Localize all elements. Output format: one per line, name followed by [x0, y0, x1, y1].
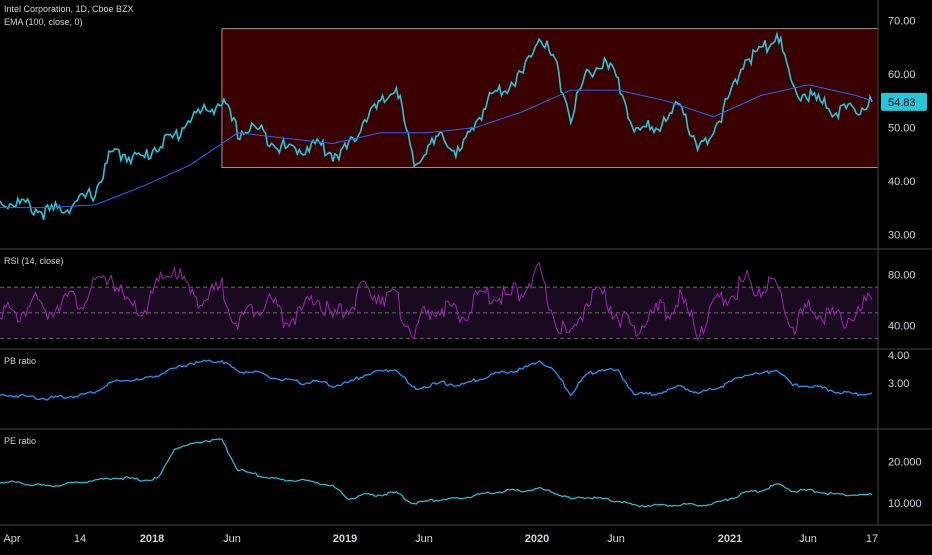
rsi-legend: RSI (14, close)	[4, 256, 64, 266]
pb-line	[0, 359, 873, 401]
pe-line	[0, 438, 873, 508]
price-y-tick-0: 30.00	[888, 229, 916, 241]
range-box	[221, 28, 879, 168]
price-pane[interactable]: 54.83	[0, 28, 927, 221]
rsi-pane[interactable]	[0, 261, 878, 342]
x-tick-10: 17	[866, 533, 878, 545]
pb-y-tick-1: 4.00	[888, 350, 909, 362]
x-tick-1: 14	[74, 533, 86, 545]
x-tick-3: Jun	[223, 533, 241, 545]
pb-pane[interactable]	[0, 359, 873, 401]
price-y-tick-4: 70.00	[888, 16, 916, 28]
x-tick-8: 2021	[718, 533, 742, 545]
price-y-tick-1: 40.00	[888, 176, 916, 188]
rsi-y-tick-0: 40.00	[888, 321, 916, 333]
x-tick-7: Jun	[607, 533, 625, 545]
rsi-line	[0, 261, 873, 342]
x-tick-6: 2020	[525, 533, 549, 545]
x-tick-9: Jun	[799, 533, 817, 545]
main-legend-title: Intel Corporation, 1D, Cboe BZX	[4, 4, 134, 14]
pb-legend: PB ratio	[4, 356, 37, 366]
ema-line	[0, 84, 873, 209]
x-tick-5: Jun	[415, 533, 433, 545]
x-tick-0: Apr	[3, 533, 20, 545]
x-tick-2: 2018	[140, 533, 164, 545]
pe-y-tick-1: 20.000	[888, 456, 922, 468]
pe-pane[interactable]	[0, 438, 873, 508]
rsi-y-tick-1: 80.00	[888, 269, 916, 281]
price-y-tick-2: 50.00	[888, 123, 916, 135]
price-line	[0, 31, 873, 221]
pe-legend: PE ratio	[4, 436, 37, 446]
last-price-tag	[881, 92, 927, 111]
ema-legend: EMA (100, close, 0)	[4, 17, 83, 27]
pe-y-tick-0: 10.000	[888, 498, 922, 510]
x-tick-4: 2019	[333, 533, 357, 545]
price-y-tick-3: 60.00	[888, 69, 916, 81]
last-price-label: 54.83	[888, 97, 916, 109]
pb-y-tick-0: 3.00	[888, 378, 909, 390]
